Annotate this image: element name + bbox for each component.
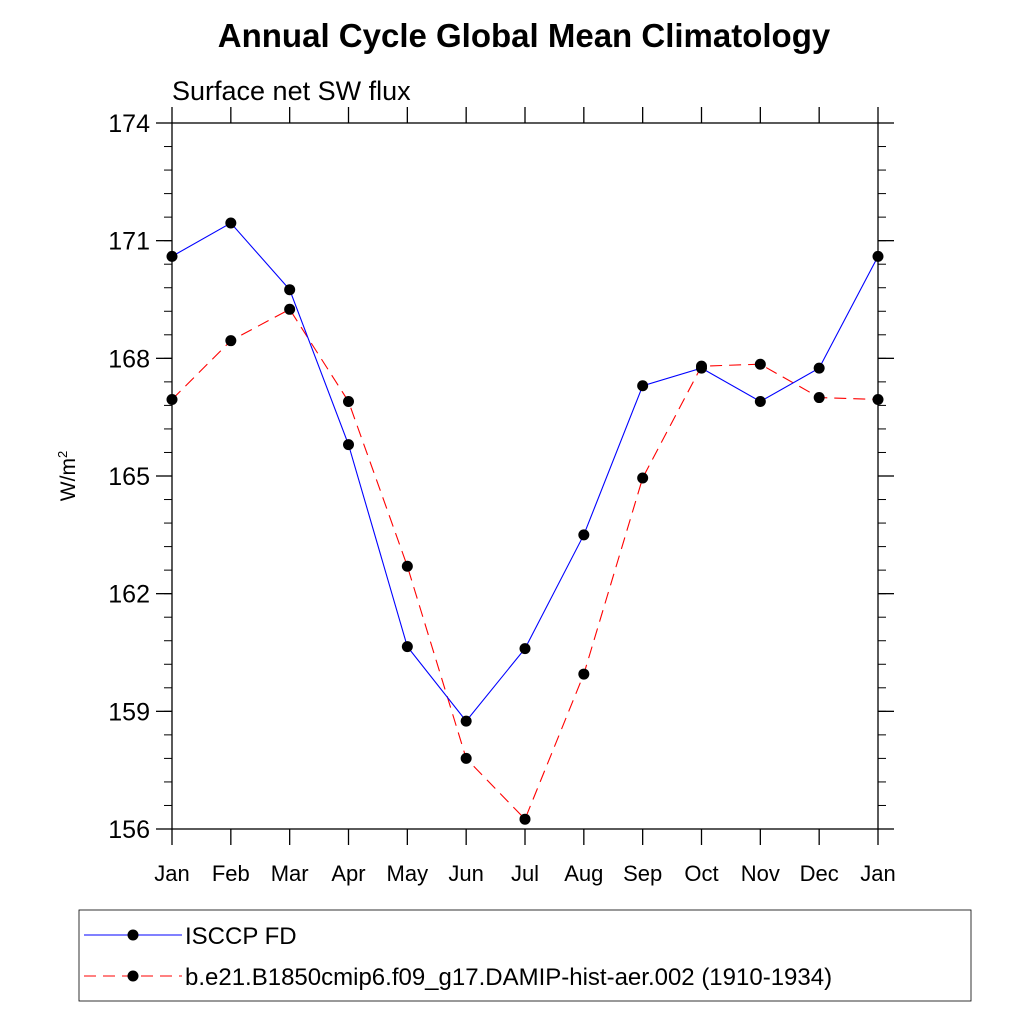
- y-axis-label-superscript: 2: [55, 451, 70, 458]
- series-1-point: [284, 303, 296, 315]
- series-0-point: [519, 643, 531, 655]
- series-0-point: [872, 250, 884, 262]
- legend-marker-isccp: [127, 929, 139, 941]
- x-tick-label: Feb: [212, 861, 250, 886]
- x-tick-labels: Jan Feb Mar Apr May Jun Jul Aug Sep Oct Nov Dec Jan: [154, 861, 895, 886]
- series-0-point: [813, 362, 825, 374]
- y-tick-label: 171: [108, 228, 150, 256]
- major-ticks: [156, 107, 894, 845]
- series-1-point: [225, 335, 237, 347]
- y-tick-label: 165: [108, 463, 150, 491]
- x-tick-label: Jul: [511, 861, 539, 886]
- series-0-point: [578, 529, 590, 541]
- series-1-point: [519, 813, 531, 825]
- y-tick-label: 162: [108, 581, 150, 609]
- series-1-point: [460, 752, 472, 764]
- series-0-point: [401, 641, 413, 653]
- series-0-point: [343, 439, 354, 451]
- series-1-point: [813, 392, 825, 404]
- x-tick-label: Mar: [271, 861, 309, 886]
- y-tick-label: 156: [108, 816, 150, 844]
- y-tick-label: 159: [108, 698, 150, 726]
- y-tick-labels: 156 159 162 165 168 171 174: [108, 110, 150, 844]
- legend-marker-model: [127, 970, 139, 982]
- series-0-point: [284, 284, 296, 296]
- legend-box: [78, 909, 972, 1002]
- series-0-point: [225, 217, 237, 229]
- y-tick-label: 174: [108, 110, 150, 138]
- series-0-point: [460, 715, 472, 727]
- legend-label-model: b.e21.B1850cmip6.f09_g17.DAMIP-hist-aer.…: [185, 964, 832, 991]
- x-tick-label: Apr: [331, 861, 365, 886]
- series-0-point: [696, 362, 707, 374]
- series-0-point: [637, 380, 649, 392]
- x-tick-label: Aug: [564, 861, 603, 886]
- series-1-point: [343, 395, 354, 407]
- minor-ticks: [164, 122, 886, 830]
- legend-entry-isccp: ISCCP FD: [84, 923, 297, 950]
- series-1-point: [578, 668, 590, 680]
- series-layer: [166, 217, 884, 825]
- chart-subtitle: Surface net SW flux: [172, 76, 411, 106]
- series-0-point: [754, 395, 766, 407]
- series-1-point: [637, 472, 649, 484]
- y-tick-label: 168: [108, 345, 150, 373]
- x-tick-label: Jan: [860, 861, 895, 886]
- series-0-point: [166, 250, 178, 262]
- series-line-1: [171, 308, 879, 821]
- series-1-point: [754, 358, 766, 370]
- x-tick-label: Dec: [800, 861, 839, 886]
- legend-label-isccp: ISCCP FD: [185, 923, 297, 950]
- series-1-point: [872, 394, 884, 406]
- x-tick-label: Sep: [623, 861, 662, 886]
- x-tick-label: Jun: [448, 861, 483, 886]
- y-axis-label-base: W/m: [57, 458, 80, 501]
- legend-entry-model: b.e21.B1850cmip6.f09_g17.DAMIP-hist-aer.…: [84, 964, 832, 991]
- plot-frame: [171, 122, 879, 830]
- x-tick-label: Oct: [684, 861, 718, 886]
- x-tick-label: Nov: [741, 861, 780, 886]
- y-axis-label: W/m2: [55, 451, 80, 501]
- chart-title: Annual Cycle Global Mean Climatology: [218, 17, 831, 54]
- series-1-point: [166, 394, 178, 406]
- x-tick-label: May: [387, 861, 429, 886]
- x-tick-label: Jan: [154, 861, 189, 886]
- series-1-point: [401, 560, 413, 572]
